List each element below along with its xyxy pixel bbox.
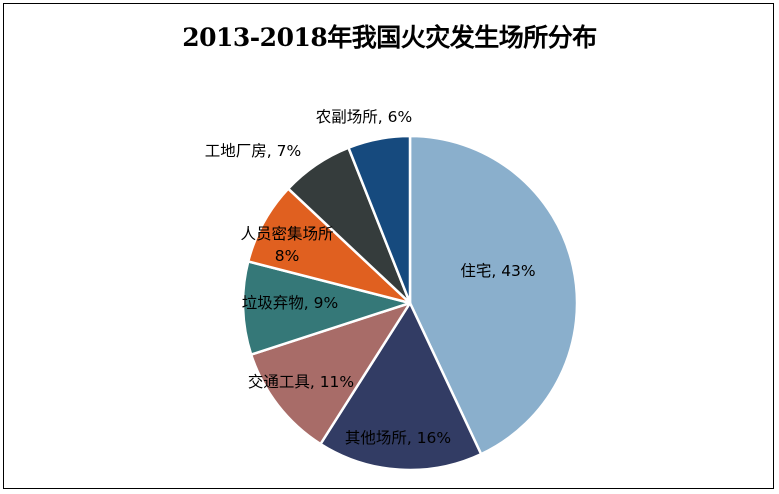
slice-label-3: 交通工具, 11% bbox=[248, 373, 354, 391]
slice-label-7: 农副场所, 6% bbox=[316, 108, 412, 126]
slice-label-2: 其他场所, 16% bbox=[345, 429, 451, 447]
slice-label-1: 住宅, 43% bbox=[460, 262, 535, 280]
slice-label-6: 工地厂房, 7% bbox=[205, 142, 301, 160]
chart-title: 2013-2018年我国火灾发生场所分布 bbox=[182, 23, 597, 52]
pie-slice-2 bbox=[319, 301, 483, 472]
pie-slice-4 bbox=[241, 260, 412, 356]
slice-label-4: 垃圾弃物, 9% bbox=[242, 294, 338, 312]
pie-slice-7 bbox=[347, 134, 412, 305]
slice-label-5: 人员密集场所 8% bbox=[240, 225, 333, 265]
pie-slice-3 bbox=[249, 301, 412, 446]
pie-slice-1 bbox=[408, 134, 579, 456]
